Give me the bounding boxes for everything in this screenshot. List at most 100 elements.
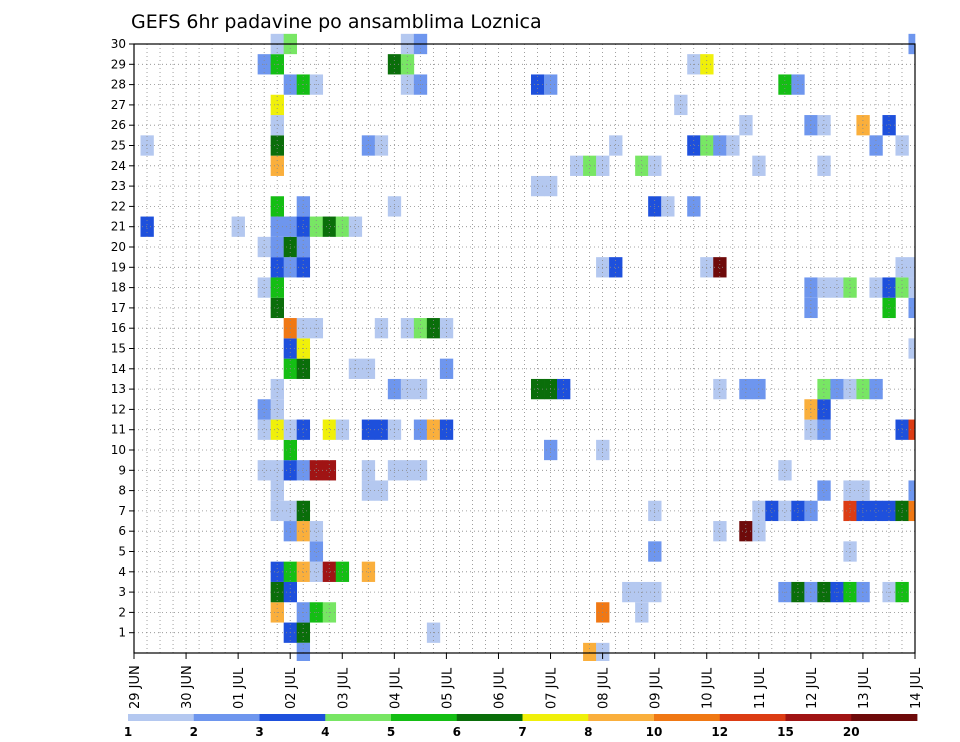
y-tick-label: 11 [111,423,126,437]
heatmap-cell [687,196,701,217]
heatmap-cell [270,399,284,420]
heatmap-cell [882,500,896,522]
y-tick-label: 25 [111,139,126,153]
x-axis: 29 JUN 30 JUN 01 JUL 02 JUL 03 JUL 04 JUL 05 J… [128,653,924,709]
colorbar-swatch [325,714,392,721]
x-tick-label: 13 JUL [857,667,872,709]
colorbar-swatch [785,714,852,721]
heatmap-cell [856,480,870,501]
y-tick-label: 16 [111,321,126,335]
heatmap-cell [257,277,271,298]
heatmap-cell [687,135,701,156]
x-tick-label: 06 JUL [492,667,507,709]
y-tick-label: 15 [111,342,126,356]
x-tick-label: 03 JUL [336,667,351,709]
heatmap-cell [817,480,831,501]
y-tick-label: 14 [111,362,126,376]
colorbar-label: 2 [190,725,198,739]
heatmap-cell [270,297,284,319]
heatmap-cell [270,236,284,258]
colorbar-label: 15 [777,725,794,739]
heatmap-cell [726,135,740,156]
colorbar-swatch [654,714,721,721]
heatmap-cell [296,236,311,258]
y-tick-label: 21 [111,220,126,234]
heatmap-cell [570,155,584,176]
heatmap-cell [609,135,623,156]
heatmap-cell [270,115,284,136]
colorbar-label: 10 [646,725,663,739]
y-tick-label: 4 [118,565,126,579]
heatmap-cell [374,419,389,440]
y-tick-label: 6 [118,524,126,538]
heatmap-cell [296,257,311,278]
heatmap-cell [635,155,649,176]
y-tick-label: 9 [118,463,126,477]
heatmap-cell [557,378,571,400]
colorbar-label: 20 [843,725,860,739]
heatmap-cells [140,33,916,661]
heatmap-cell [361,419,376,440]
heatmap-cell [804,399,818,420]
heatmap-cell [309,216,324,237]
heatmap-cell [531,175,545,197]
heatmap-cell [596,642,610,661]
heatmap-cell [361,480,376,501]
heatmap-cell [296,216,311,237]
heatmap-cell [713,521,727,542]
colorbar-swatch [522,714,589,721]
y-tick-label: 8 [118,484,126,498]
heatmap-cell [908,338,916,359]
x-tick-label: 30 JUN [180,665,195,709]
x-tick-label: 10 JUL [701,667,716,709]
heatmap-cell [804,500,818,522]
heatmap-cell [583,642,597,661]
heatmap-cell [296,419,311,440]
heatmap-cell [882,115,896,136]
x-tick-label: 01 JUL [232,667,247,709]
heatmap-cell [661,196,675,217]
y-tick-label: 18 [111,281,126,295]
heatmap-cell [856,500,870,522]
heatmap-cell [739,115,753,136]
heatmap-cell [270,155,284,176]
heatmap-cell [361,561,376,582]
y-tick-label: 13 [111,382,126,396]
x-tick-label: 11 JUL [753,667,768,709]
heatmap-cell [400,460,415,481]
heatmap-cell [361,460,376,481]
y-tick-label: 7 [118,504,126,518]
heatmap-cell [309,521,324,542]
heatmap-cell [309,541,324,562]
heatmap-cell [830,378,844,400]
heatmap-cell [739,521,753,542]
heatmap-cell [374,135,389,156]
heatmap-cell [882,277,896,298]
heatmap-cell [322,561,337,582]
heatmap-cell [257,419,271,440]
grid-lines [134,44,915,653]
y-tick-label: 10 [111,443,126,457]
heatmap-cell [908,419,916,440]
y-tick-label: 2 [118,605,126,619]
heatmap-cell [296,521,311,542]
heatmap-cell [739,378,753,400]
heatmap-cell [361,135,376,156]
chart-title: GEFS 6hr padavine po ansamblima Loznica [131,11,542,33]
x-tick-label: 07 JUL [545,667,560,709]
x-tick-label: 04 JUL [388,667,403,709]
heatmap-cell [856,378,870,400]
colorbar-swatch [588,714,655,721]
heatmap-cell [778,460,792,481]
heatmap-cell [713,257,727,278]
heatmap-cell [804,419,818,440]
heatmap-cell [270,216,284,237]
heatmap-cell [531,378,545,400]
x-tick-label: 14 JUL [909,667,924,709]
heatmap-cell [908,257,916,278]
colorbar-label: 1 [124,725,132,739]
heatmap-cell [270,460,284,481]
y-tick-label: 27 [111,98,126,112]
heatmap-cell [413,419,428,440]
